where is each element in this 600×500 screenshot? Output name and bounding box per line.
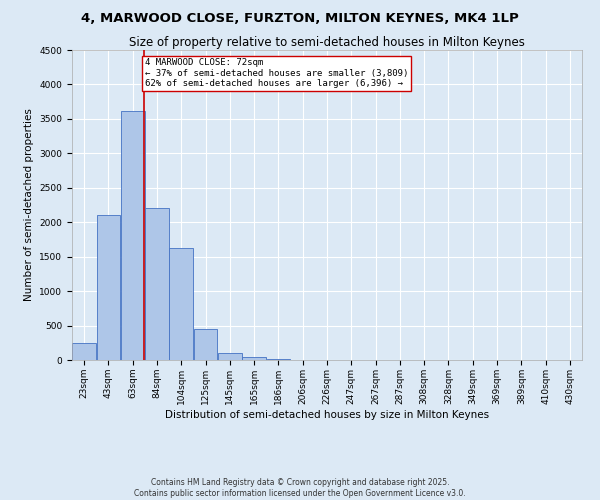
Bar (218, 353, 242, 360)
Bar (169, 248, 193, 360)
Bar (242, 357, 266, 360)
Bar (97, 216, 120, 360)
Bar (73, 343, 96, 360)
Bar (121, 110, 145, 360)
Bar (194, 329, 217, 360)
Bar (145, 208, 169, 360)
Title: Size of property relative to semi-detached houses in Milton Keynes: Size of property relative to semi-detach… (129, 36, 525, 49)
Text: 4, MARWOOD CLOSE, FURZTON, MILTON KEYNES, MK4 1LP: 4, MARWOOD CLOSE, FURZTON, MILTON KEYNES… (81, 12, 519, 26)
Text: 4 MARWOOD CLOSE: 72sqm
← 37% of semi-detached houses are smaller (3,809)
62% of : 4 MARWOOD CLOSE: 72sqm ← 37% of semi-det… (145, 58, 408, 88)
Text: Contains HM Land Registry data © Crown copyright and database right 2025.
Contai: Contains HM Land Registry data © Crown c… (134, 478, 466, 498)
X-axis label: Distribution of semi-detached houses by size in Milton Keynes: Distribution of semi-detached houses by … (165, 410, 489, 420)
Y-axis label: Number of semi-detached properties: Number of semi-detached properties (24, 108, 34, 302)
